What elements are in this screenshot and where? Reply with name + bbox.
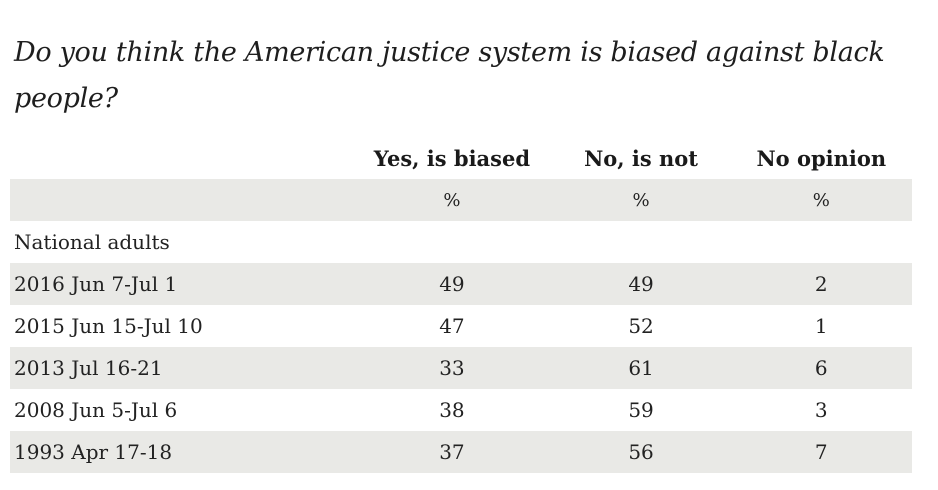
poll-table: Yes, is biased No, is not No opinion % %… bbox=[10, 137, 912, 473]
column-header-no-opinion: No opinion bbox=[756, 145, 887, 171]
row-label: 1993 Apr 17-18 bbox=[14, 440, 173, 464]
row-label: 2015 Jun 15-Jul 10 bbox=[14, 314, 203, 338]
group-row: National adults bbox=[10, 221, 912, 263]
cell-no: 59 bbox=[628, 398, 654, 422]
row-label: 2016 Jun 7-Jul 1 bbox=[14, 272, 178, 296]
cell-yes: 33 bbox=[439, 356, 465, 380]
table-row: 2016 Jun 7-Jul 1 49 49 2 bbox=[10, 263, 912, 305]
unit-label: % bbox=[443, 189, 461, 211]
cell-no: 52 bbox=[628, 314, 654, 338]
table-row: 1993 Apr 17-18 37 56 7 bbox=[10, 431, 912, 473]
cell-no-opinion: 6 bbox=[814, 356, 828, 380]
cell-yes: 47 bbox=[439, 314, 465, 338]
question-title: Do you think the American justice system… bbox=[14, 37, 885, 114]
unit-label: % bbox=[812, 189, 830, 211]
cell-no-opinion: 1 bbox=[814, 314, 828, 338]
cell-no: 49 bbox=[628, 272, 654, 296]
cell-yes: 38 bbox=[439, 398, 465, 422]
column-header-no: No, is not bbox=[584, 145, 698, 171]
cell-no-opinion: 7 bbox=[814, 440, 828, 464]
header-blank bbox=[10, 137, 352, 179]
group-label: National adults bbox=[14, 230, 170, 254]
cell-no: 56 bbox=[628, 440, 654, 464]
column-header-yes: Yes, is biased bbox=[373, 145, 531, 171]
table-row: 2008 Jun 5-Jul 6 38 59 3 bbox=[10, 389, 912, 431]
cell-no-opinion: 3 bbox=[814, 398, 828, 422]
units-blank bbox=[10, 179, 352, 221]
cell-yes: 49 bbox=[439, 272, 465, 296]
column-header-row: Yes, is biased No, is not No opinion bbox=[10, 137, 912, 179]
table-row: 2013 Jul 16-21 33 61 6 bbox=[10, 347, 912, 389]
cell-no: 61 bbox=[628, 356, 654, 380]
cell-yes: 37 bbox=[439, 440, 465, 464]
unit-label: % bbox=[632, 189, 650, 211]
cell-no-opinion: 2 bbox=[814, 272, 828, 296]
row-label: 2013 Jul 16-21 bbox=[14, 356, 163, 380]
table-row: 2015 Jun 15-Jul 10 47 52 1 bbox=[10, 305, 912, 347]
units-row: % % % bbox=[10, 179, 912, 221]
row-label: 2008 Jun 5-Jul 6 bbox=[14, 398, 178, 422]
